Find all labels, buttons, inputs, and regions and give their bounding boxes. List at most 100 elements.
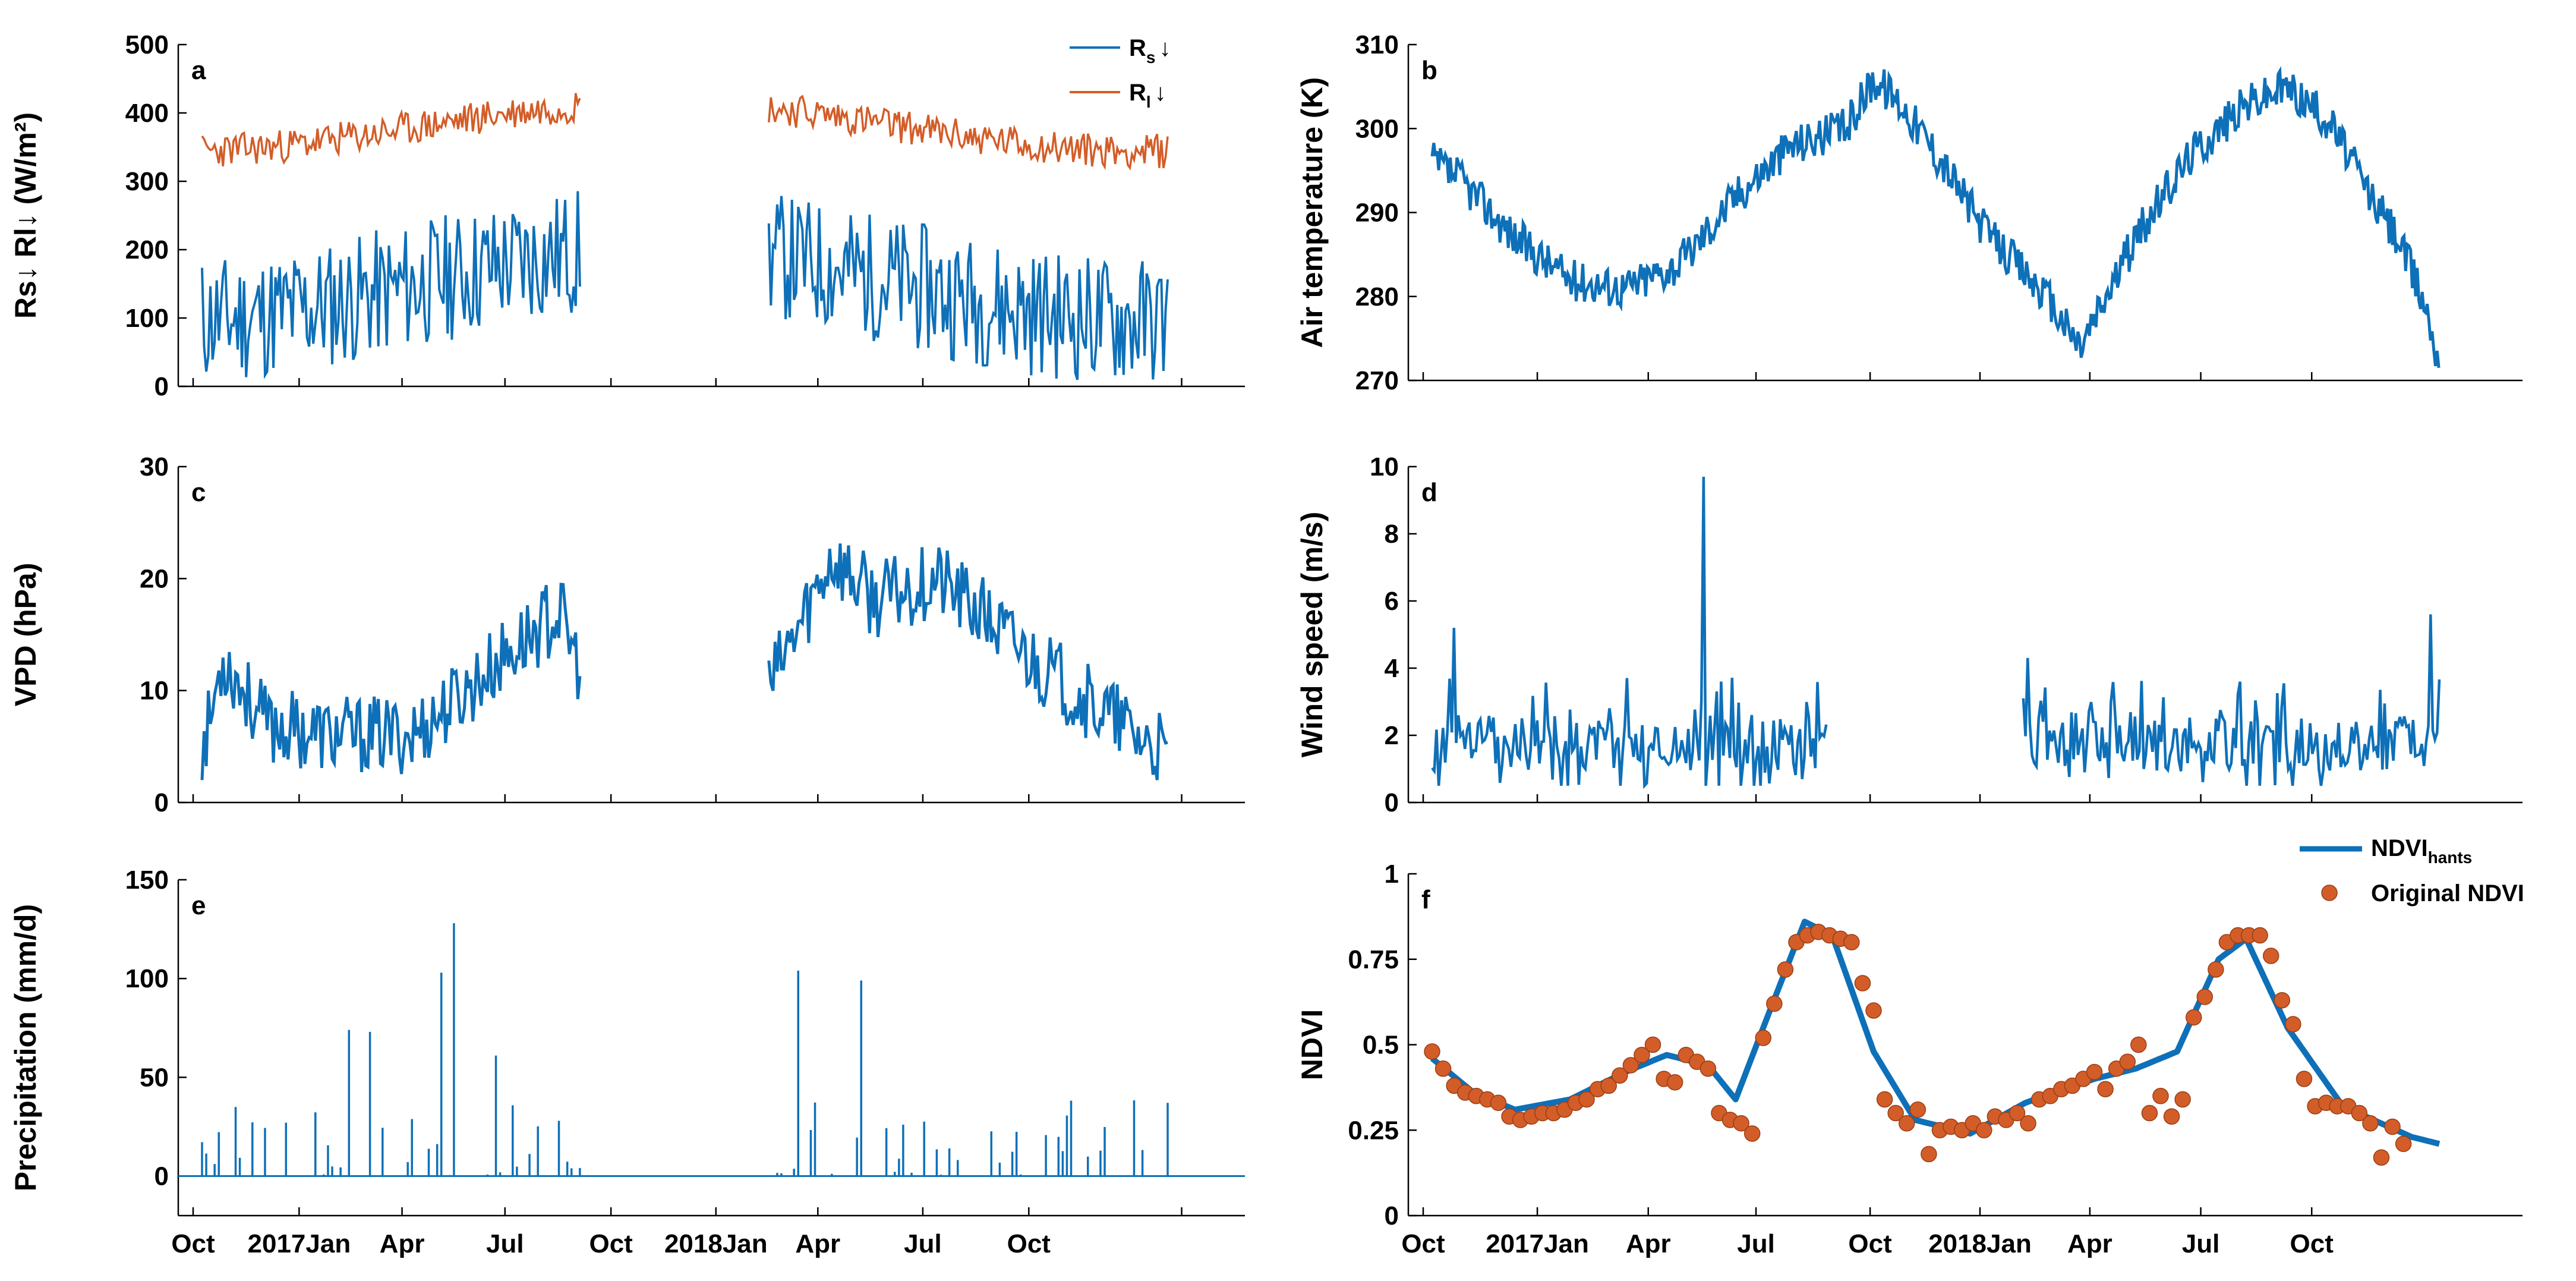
x-tick-label: Jul xyxy=(2182,1229,2220,1258)
panel-label-b: b xyxy=(1421,56,1437,85)
legend-f: NDVIhants Original NDVI xyxy=(2300,835,2524,907)
ndvi-point xyxy=(1909,1101,1927,1118)
y-tick-label: 20 xyxy=(140,564,169,593)
y-tick-label: 310 xyxy=(1355,30,1399,59)
y-axis-title-a: Rs↓ Rl↓ (W/m²) xyxy=(9,112,42,319)
ndvi-point xyxy=(2274,992,2291,1009)
x-tick-label: Apr xyxy=(2067,1229,2112,1258)
y-tick-label: 100 xyxy=(125,304,169,333)
series-line-wind-speed xyxy=(2022,614,2441,786)
y-tick-label: 2 xyxy=(1385,721,1399,750)
ndvi-point xyxy=(1876,1091,1893,1108)
panel-c: 0 10 20 30 VPD (hPa) c xyxy=(9,452,1245,817)
y-tick-label: 0 xyxy=(155,788,169,817)
y-tick-label: 300 xyxy=(125,167,169,196)
ndvi-point xyxy=(1777,961,1794,978)
legend-label: Rl ↓ xyxy=(1129,80,1166,111)
ndvi-point xyxy=(1644,1036,1661,1053)
ndvi-point xyxy=(2020,1115,2036,1132)
x-tick-label: Oct xyxy=(1401,1229,1445,1258)
ndvi-point xyxy=(2163,1108,2180,1125)
y-tick-label: 150 xyxy=(125,865,169,895)
y-tick-label: 500 xyxy=(125,30,169,59)
series-line-vpd xyxy=(767,543,1168,780)
y-tick-label: 0.5 xyxy=(1363,1031,1399,1060)
y-axis-title-f: NDVI xyxy=(1295,1009,1329,1080)
y-tick-label: 30 xyxy=(140,452,169,481)
x-tick-label: 2018Jan xyxy=(1928,1229,2032,1258)
ndvi-point xyxy=(2285,1016,2301,1033)
legend-a: Rs ↓ Rl ↓ xyxy=(1070,35,1171,111)
ndvi-point xyxy=(1887,1104,1904,1122)
y-tick-label: 290 xyxy=(1355,199,1399,228)
x-tick-label: 2017Jan xyxy=(1486,1229,1589,1258)
y-axis-title-c: VPD (hPa) xyxy=(9,563,42,707)
ndvi-point xyxy=(1743,1125,1761,1142)
ndvi-point xyxy=(2351,1104,2368,1122)
ndvi-point xyxy=(1976,1122,1992,1138)
x-tick-label: Oct xyxy=(2290,1229,2334,1258)
panel-label-f: f xyxy=(1421,885,1430,914)
ndvi-point xyxy=(1766,995,1783,1012)
ndvi-point xyxy=(1843,934,1860,950)
y-tick-label: 6 xyxy=(1385,587,1399,616)
panel-d: 0 2 4 6 8 10 Wind speed (m/s) d xyxy=(1295,452,2523,817)
legend-marker xyxy=(2321,885,2338,901)
x-tick-label: Oct xyxy=(589,1229,633,1258)
series-line-rs xyxy=(201,191,581,379)
ndvi-point xyxy=(2119,1053,2136,1070)
panel-b: 270 280 290 300 310 Air temperature (K) b xyxy=(1295,30,2523,395)
x-tick-label: Jul xyxy=(486,1229,524,1258)
y-tick-label: 400 xyxy=(125,99,169,128)
ndvi-point xyxy=(2384,1118,2401,1135)
x-tick-label: Jul xyxy=(1737,1229,1775,1258)
y-tick-label: 0 xyxy=(155,372,169,401)
y-tick-label: 280 xyxy=(1355,282,1399,311)
y-tick-label: 0.25 xyxy=(1348,1116,1399,1145)
ndvi-point xyxy=(1898,1115,1915,1132)
panel-e: 0 50 100 150 Oct 2017Jan Apr Jul Oct 2018Jan Apr Ju… xyxy=(9,865,1245,1258)
ndvi-point xyxy=(2395,1135,2412,1152)
x-tick-label: Apr xyxy=(380,1229,425,1258)
ndvi-point xyxy=(1865,1002,1882,1019)
ndvi-point xyxy=(1921,1145,1937,1163)
panel-f: 0 0.25 0.5 0.75 1 Oct 2017Jan Apr Jul Oct 2018Jan A… xyxy=(1295,835,2524,1258)
y-axis-title-b: Air temperature (K) xyxy=(1295,77,1329,348)
ndvi-point xyxy=(2009,1104,2026,1122)
y-tick-label: 0.75 xyxy=(1348,945,1399,974)
legend-label: Rs ↓ xyxy=(1129,35,1171,67)
ndvi-point xyxy=(2097,1081,2114,1097)
series-line-ndvi-hants xyxy=(1430,918,2441,1147)
panel-label-d: d xyxy=(1421,478,1437,507)
panel-label-e: e xyxy=(191,891,206,920)
ndvi-point xyxy=(2296,1071,2313,1087)
x-tick-label: 2018Jan xyxy=(664,1229,768,1258)
x-tick-label: Oct xyxy=(171,1229,215,1258)
ndvi-point xyxy=(2174,1091,2191,1108)
ndvi-point xyxy=(1424,1043,1440,1060)
ndvi-point xyxy=(1733,1115,1749,1132)
ndvi-point xyxy=(2208,961,2224,978)
ndvi-point xyxy=(1854,975,1871,992)
ndvi-point xyxy=(1578,1091,1595,1108)
x-tick-label: Apr xyxy=(795,1229,840,1258)
ndvi-point xyxy=(1600,1077,1617,1094)
ndvi-point xyxy=(2185,1009,2202,1026)
y-tick-label: 4 xyxy=(1385,654,1399,683)
panel-label-c: c xyxy=(191,478,206,507)
y-tick-label: 300 xyxy=(1355,114,1399,143)
ndvi-point xyxy=(1666,1074,1683,1091)
series-line-vpd xyxy=(200,583,582,780)
series-line-rl xyxy=(768,95,1169,171)
ndvi-point xyxy=(1634,1047,1650,1063)
y-tick-label: 10 xyxy=(1370,452,1399,481)
ndvi-point xyxy=(2152,1088,2169,1104)
series-line-wind-speed xyxy=(1431,476,1828,789)
y-tick-label: 0 xyxy=(1385,1201,1399,1230)
legend-label: NDVIhants xyxy=(2371,835,2472,867)
ndvi-point xyxy=(2362,1115,2379,1132)
ndvi-point xyxy=(2196,989,2214,1005)
ndvi-point xyxy=(1612,1067,1628,1084)
x-tick-label: Oct xyxy=(1848,1229,1892,1258)
series-line-rs xyxy=(767,196,1169,380)
